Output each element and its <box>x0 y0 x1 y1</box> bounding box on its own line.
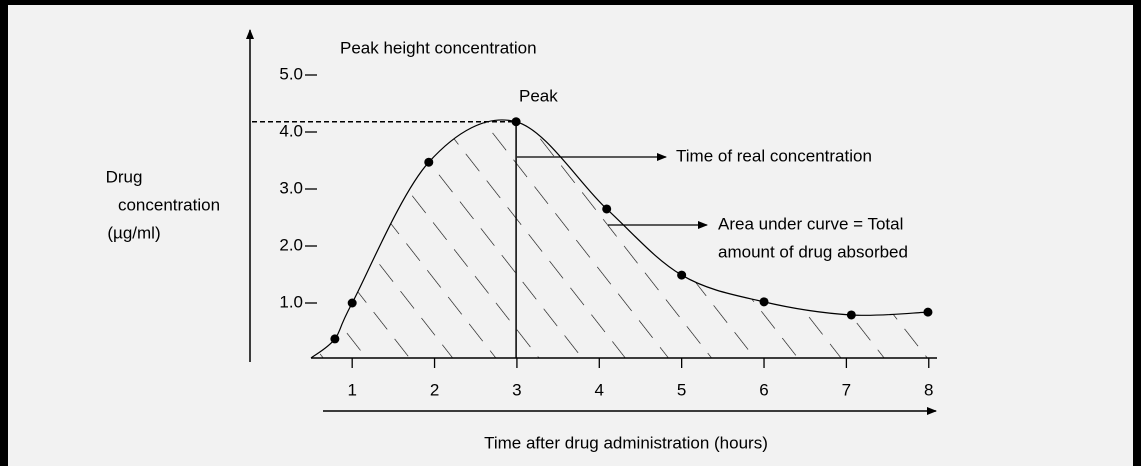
x-tick-label: 7 <box>842 380 851 399</box>
x-tick-label: 4 <box>595 380 604 399</box>
x-tick-label: 6 <box>759 380 768 399</box>
frame-top <box>0 0 1141 5</box>
x-tick-label: 3 <box>512 380 521 399</box>
area-hatch <box>311 119 928 358</box>
y-tick-label: 1.0 <box>279 292 303 311</box>
title: Peak height concentration <box>340 38 537 57</box>
data-point <box>424 157 434 167</box>
y-tick-label: 4.0 <box>279 121 303 140</box>
data-point <box>602 204 612 214</box>
x-tick-label: 8 <box>924 380 933 399</box>
annotation: amount of drug absorbed <box>718 242 908 261</box>
y-label: Drug <box>106 167 143 186</box>
y-tick-label: 3.0 <box>279 178 303 197</box>
data-point <box>923 307 933 317</box>
y-label: concentration <box>118 195 220 214</box>
frame-right <box>1133 0 1141 466</box>
data-point <box>330 334 340 344</box>
x-tick-label: 1 <box>347 380 356 399</box>
data-point <box>846 310 856 320</box>
annotation: Area under curve = Total <box>718 214 903 233</box>
data-point <box>511 117 521 127</box>
data-point <box>347 298 357 308</box>
y-tick-label: 2.0 <box>279 235 303 254</box>
annotation: Peak <box>519 86 558 105</box>
data-point <box>677 270 687 280</box>
y-tick-label: 5.0 <box>279 64 303 83</box>
annotation: Time of real concentration <box>676 146 872 165</box>
curve <box>310 119 928 359</box>
data-point <box>759 297 769 307</box>
x-label: Time after drug administration (hours) <box>484 433 768 452</box>
y-label: (µg/ml) <box>107 223 160 242</box>
frame-left <box>0 0 8 466</box>
x-tick-label: 2 <box>430 380 439 399</box>
x-tick-label: 5 <box>677 380 686 399</box>
